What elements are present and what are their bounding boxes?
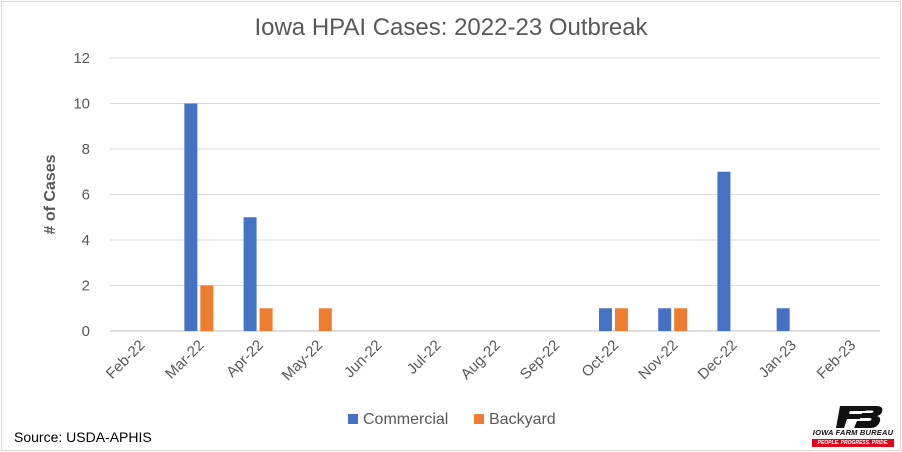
legend-swatch-commercial [348,414,358,424]
bar-backyard [614,308,628,331]
x-tick-label: Mar-22 [162,337,208,383]
x-tick-label: Feb-23 [814,337,860,383]
y-tick-label: 8 [82,141,90,158]
bar-backyard [259,308,273,331]
bar-commercial [717,171,731,331]
logo-tagline: PEOPLE. PROGRESS. PRIDE. [812,439,894,447]
chart-title: Iowa HPAI Cases: 2022-23 Outbreak [254,14,648,41]
legend-label-commercial: Commercial [363,411,448,428]
y-axis-label: # of Cases [42,154,59,234]
x-tick-label: Nov-22 [635,337,681,383]
source-note: Source: USDA-APHIS [14,429,152,445]
x-tick-label: Apr-22 [223,337,267,381]
x-tick-label: Oct-22 [578,337,622,381]
x-tick-label: Feb-22 [103,337,149,383]
logo-name: IOWA FARM BUREAU [812,428,894,437]
y-tick-label: 4 [82,232,90,249]
x-tick-label: Jun-22 [341,337,385,381]
y-tick-label: 12 [73,50,90,67]
fb-logo-icon [836,406,883,428]
bar-backyard [200,285,214,331]
x-tick-label: Sep-22 [517,337,563,383]
bar-backyard [318,308,332,331]
legend-swatch-backyard [474,414,484,424]
bar-commercial [598,308,612,331]
y-tick-label: 2 [82,278,90,295]
bar-backyard [674,308,688,331]
x-tick-label: May-22 [279,337,326,384]
y-tick-label: 0 [82,323,90,340]
bar-commercial [658,308,672,331]
x-tick-label: Jan-23 [756,337,800,381]
farm-bureau-logo: IOWA FARM BUREAU PEOPLE. PROGRESS. PRIDE… [810,404,896,448]
y-tick-label: 10 [73,96,90,113]
bar-commercial [776,308,790,331]
x-tick-label: Dec-22 [695,337,741,383]
bar-commercial [243,217,257,331]
x-tick-label: Aug-22 [458,337,504,383]
y-tick-label: 6 [82,187,90,204]
legend-label-backyard: Backyard [489,411,556,428]
bar-commercial [184,103,198,331]
x-tick-label: Jul-22 [404,337,445,378]
